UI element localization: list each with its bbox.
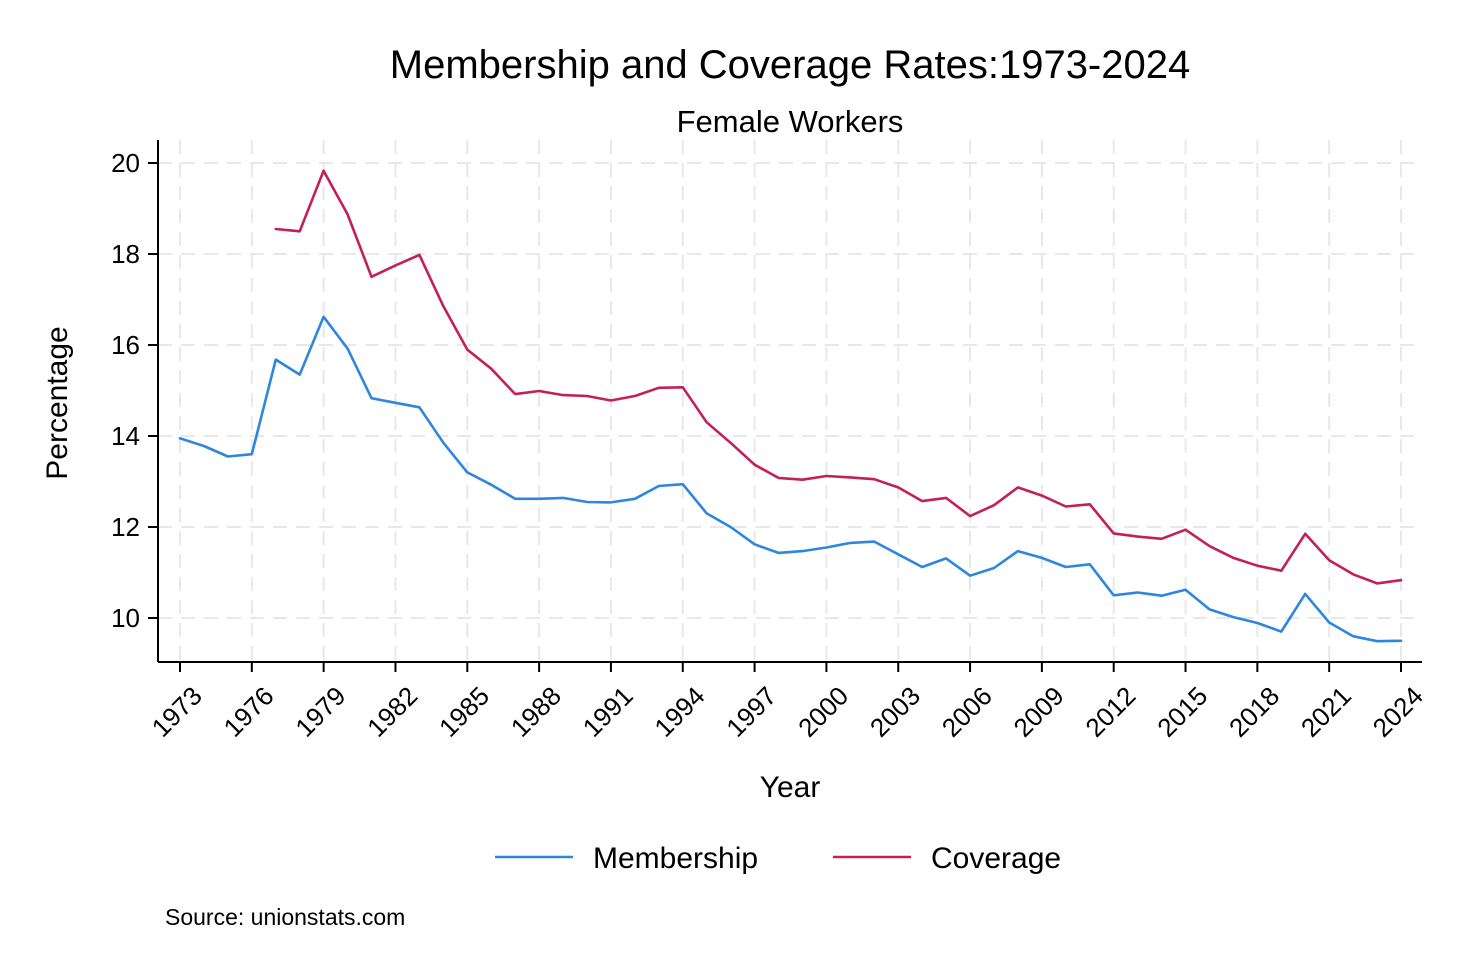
- y-tick-label: 18: [111, 239, 140, 269]
- x-tick-label: 2021: [1295, 681, 1357, 743]
- series-lines: [178, 169, 1403, 643]
- x-tick-label: 1979: [289, 681, 351, 743]
- x-tick-label: 1997: [720, 681, 782, 743]
- x-tick-label: 2018: [1223, 681, 1285, 743]
- y-tick-label: 10: [111, 603, 140, 633]
- y-tick-label: 14: [111, 421, 140, 451]
- legend-label-coverage: Coverage: [931, 842, 1061, 875]
- x-tick-label: 2024: [1367, 681, 1429, 743]
- legend-label-membership: Membership: [593, 842, 758, 875]
- x-tick-label: 2009: [1008, 681, 1070, 743]
- x-tick-label: 1994: [648, 681, 710, 743]
- series-line-membership: [178, 315, 1403, 643]
- y-tick-label: 16: [111, 330, 140, 360]
- y-axis-title: Percentage: [41, 326, 74, 479]
- x-tick-label: 1988: [505, 681, 567, 743]
- x-tick-label: 1973: [146, 681, 208, 743]
- x-tick-label: 2006: [936, 681, 998, 743]
- chart-subtitle: Female Workers: [677, 104, 904, 139]
- x-tick-label: 1982: [361, 681, 423, 743]
- x-tick-label: 2000: [792, 681, 854, 743]
- x-tick-label: 1976: [218, 681, 280, 743]
- axes: [148, 140, 1422, 672]
- source-note: Source: unionstats.com: [165, 904, 405, 930]
- legend: Membership Coverage: [495, 842, 1061, 875]
- x-tick-label: 2012: [1079, 681, 1141, 743]
- x-tick-label: 1991: [577, 681, 639, 743]
- gridlines: [158, 140, 1422, 662]
- series-line-coverage: [274, 169, 1403, 585]
- x-tick-label: 2015: [1151, 681, 1213, 743]
- x-tick-label: 2003: [864, 681, 926, 743]
- x-tick-label: 1985: [433, 681, 495, 743]
- y-tick-label: 20: [111, 148, 140, 178]
- y-tick-label: 12: [111, 512, 140, 542]
- chart-title: Membership and Coverage Rates:1973-2024: [390, 43, 1191, 87]
- tick-labels: 10 12 14 16 18 20 1973 1976 1979 1982 1985 1988 1991…: [111, 148, 1429, 743]
- x-axis-title: Year: [760, 771, 821, 804]
